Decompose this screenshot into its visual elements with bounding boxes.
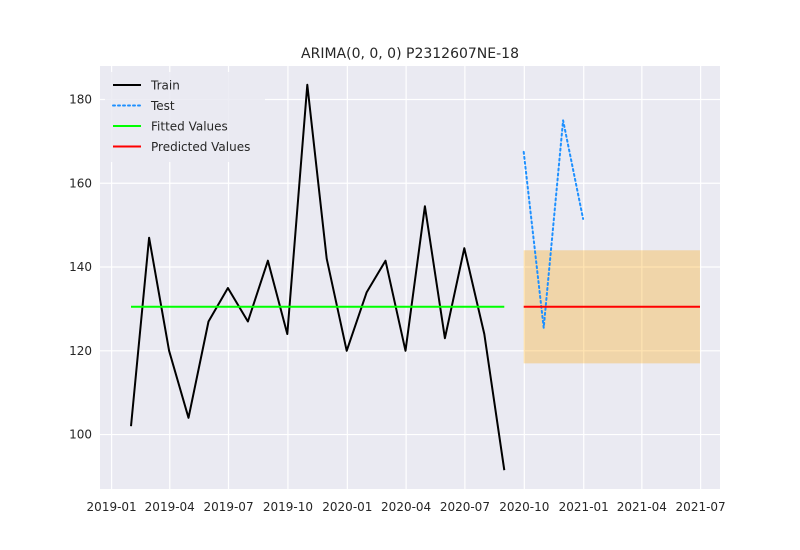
x-axis: 2019-01 2019-04 2019-07 2019-10 2020-01 2020-… <box>87 500 726 514</box>
x-tick-label: 2019-01 <box>87 500 137 514</box>
legend: Train Test Fitted Values Predicted Values <box>105 72 265 162</box>
chart-title: ARIMA(0, 0, 0) P2312607NE-18 <box>301 46 519 62</box>
x-tick-label: 2021-04 <box>617 500 667 514</box>
x-tick-label: 2019-07 <box>203 500 253 514</box>
y-tick-label: 100 <box>69 428 92 442</box>
x-tick-label: 2020-10 <box>499 500 549 514</box>
x-tick-label: 2020-07 <box>440 500 490 514</box>
x-tick-label: 2021-01 <box>559 500 609 514</box>
x-tick-label: 2020-01 <box>322 500 372 514</box>
y-tick-label: 140 <box>69 260 92 274</box>
x-tick-label: 2019-10 <box>263 500 313 514</box>
y-tick-label: 120 <box>69 344 92 358</box>
legend-label-train: Train <box>150 79 180 93</box>
x-tick-label: 2019-04 <box>145 500 195 514</box>
y-tick-label: 180 <box>69 93 92 107</box>
legend-label-test: Test <box>150 99 175 113</box>
x-tick-label: 2020-04 <box>381 500 431 514</box>
series-lines <box>130 83 700 471</box>
x-tick-label: 2021-07 <box>676 500 726 514</box>
y-tick-label: 160 <box>69 176 92 190</box>
y-axis: 100 120 140 160 180 <box>69 93 92 442</box>
legend-label-fitted-values: Fitted Values <box>151 120 228 134</box>
series-test-line <box>522 119 585 329</box>
series-train-line <box>130 83 506 471</box>
legend-label-predicted-values: Predicted Values <box>151 140 250 154</box>
